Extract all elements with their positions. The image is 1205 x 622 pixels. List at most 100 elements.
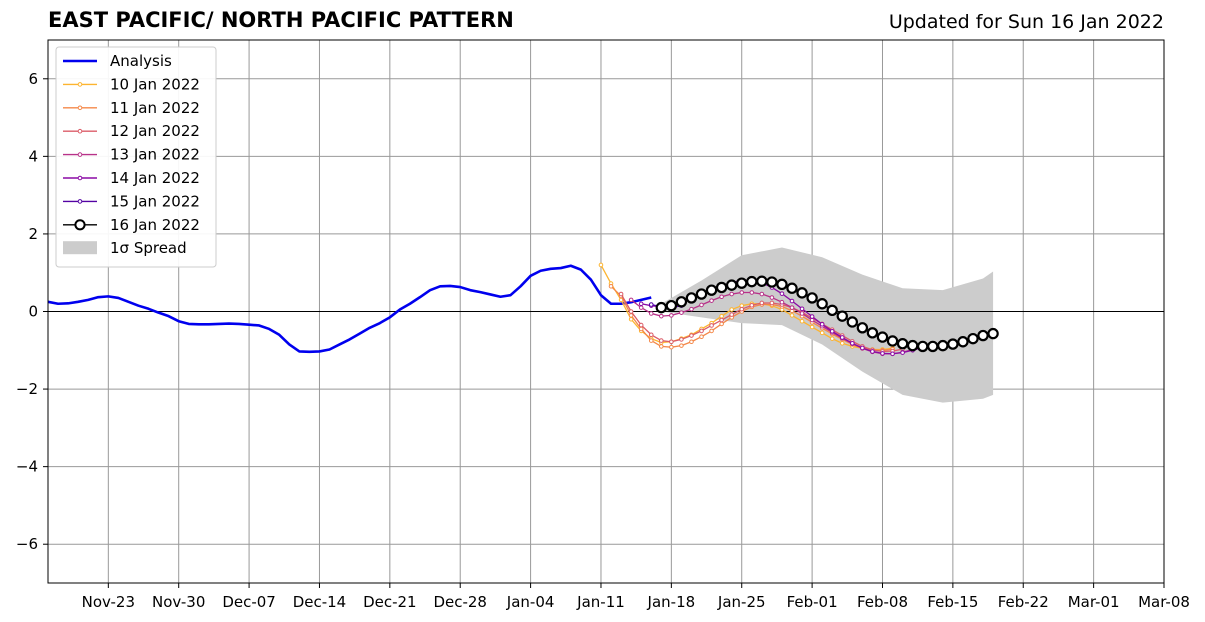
point-16-jan-2022 — [766, 276, 778, 288]
point-13-jan-2022 — [709, 298, 714, 303]
x-tick-label: Feb-15 — [927, 593, 978, 611]
point-16-jan-2022 — [876, 331, 889, 343]
legend-marker-15-jan-2022 — [77, 199, 83, 204]
x-tick-label: Nov-23 — [82, 593, 135, 611]
point-14-jan-2022 — [779, 291, 785, 296]
x-tick-label: Nov-30 — [152, 593, 205, 611]
point-16-jan-2022 — [816, 298, 828, 310]
point-14-jan-2022 — [809, 314, 815, 319]
point-12-jan-2022 — [669, 339, 674, 345]
point-11-jan-2022 — [648, 338, 654, 343]
point-13-jan-2022 — [799, 311, 805, 316]
point-11-jan-2022 — [608, 283, 614, 289]
point-16-jan-2022 — [826, 304, 838, 317]
y-tick-label: −6 — [16, 535, 38, 553]
point-16-jan-2022 — [655, 301, 667, 314]
point-13-jan-2022 — [729, 291, 734, 297]
point-11-jan-2022 — [699, 334, 704, 340]
point-14-jan-2022 — [900, 350, 905, 355]
x-tick-label: Dec-14 — [293, 593, 347, 611]
legend-marker-13-jan-2022 — [77, 152, 83, 157]
point-15-jan-2022 — [648, 302, 654, 307]
point-16-jan-2022 — [756, 275, 768, 287]
tick-layer: Nov-23 Nov-30 Dec-07 Dec-14 Dec-21 Dec-28 Jan-… — [16, 70, 1190, 611]
point-10-jan-2022 — [719, 313, 724, 319]
point-16-jan-2022 — [947, 338, 959, 350]
point-11-jan-2022 — [719, 321, 724, 327]
point-12-jan-2022 — [739, 306, 745, 312]
point-16-jan-2022 — [957, 336, 969, 348]
point-16-jan-2022 — [896, 337, 909, 350]
point-12-jan-2022 — [679, 337, 684, 342]
x-tick-label: Mar-08 — [1138, 593, 1190, 611]
x-tick-label: Mar-01 — [1068, 593, 1120, 611]
point-12-jan-2022 — [648, 332, 654, 338]
point-16-jan-2022 — [836, 310, 848, 322]
point-16-jan-2022 — [736, 277, 748, 289]
point-12-jan-2022 — [719, 317, 724, 323]
point-16-jan-2022 — [906, 339, 919, 352]
point-14-jan-2022 — [860, 345, 865, 351]
point-11-jan-2022 — [669, 344, 674, 350]
point-11-jan-2022 — [679, 343, 684, 348]
point-10-jan-2022 — [839, 341, 845, 346]
point-14-jan-2022 — [819, 321, 825, 327]
point-16-jan-2022 — [796, 287, 808, 299]
point-16-jan-2022 — [715, 281, 728, 294]
chart-title: EAST PACIFIC/ NORTH PACIFIC PATTERN — [48, 8, 514, 32]
legend-label-12-jan-2022: 12 Jan 2022 — [110, 122, 200, 140]
point-16-jan-2022 — [917, 340, 929, 353]
point-16-jan-2022 — [927, 340, 939, 353]
point-14-jan-2022 — [839, 335, 845, 340]
point-16-jan-2022 — [725, 279, 738, 291]
point-12-jan-2022 — [709, 323, 714, 328]
point-13-jan-2022 — [789, 305, 795, 310]
legend-marker-16-jan-2022 — [74, 219, 86, 231]
point-11-jan-2022 — [638, 326, 644, 332]
point-11-jan-2022 — [658, 344, 664, 349]
point-12-jan-2022 — [749, 302, 755, 308]
point-16-jan-2022 — [685, 292, 698, 304]
point-16-jan-2022 — [866, 327, 879, 339]
point-12-jan-2022 — [699, 328, 704, 334]
x-tick-label: Dec-07 — [222, 593, 276, 611]
point-16-jan-2022 — [937, 339, 949, 352]
y-tick-label: 2 — [28, 225, 38, 243]
y-tick-label: 6 — [28, 70, 38, 88]
point-12-jan-2022 — [618, 291, 624, 297]
point-13-jan-2022 — [719, 294, 724, 300]
point-16-jan-2022 — [675, 296, 688, 308]
x-tick-label: Jan-11 — [576, 593, 625, 611]
point-14-jan-2022 — [789, 298, 795, 304]
legend-marker-14-jan-2022 — [77, 175, 83, 181]
point-10-jan-2022 — [799, 318, 805, 324]
point-12-jan-2022 — [689, 333, 694, 338]
point-10-jan-2022 — [729, 307, 734, 312]
point-14-jan-2022 — [799, 306, 805, 312]
point-16-jan-2022 — [987, 327, 999, 340]
x-tick-label: Jan-18 — [647, 593, 696, 611]
point-12-jan-2022 — [658, 338, 664, 343]
legend-label-13-jan-2022: 13 Jan 2022 — [110, 146, 200, 164]
point-13-jan-2022 — [638, 305, 644, 310]
point-12-jan-2022 — [638, 322, 644, 328]
point-16-jan-2022 — [967, 332, 979, 345]
point-13-jan-2022 — [739, 290, 745, 295]
point-13-jan-2022 — [769, 295, 775, 300]
point-13-jan-2022 — [679, 310, 684, 315]
point-10-jan-2022 — [809, 324, 815, 330]
point-13-jan-2022 — [628, 297, 634, 303]
legend-marker-11-jan-2022 — [77, 105, 83, 111]
point-11-jan-2022 — [689, 339, 694, 345]
legend-label-analysis: Analysis — [110, 52, 172, 70]
point-13-jan-2022 — [689, 306, 694, 312]
legend-label-14-jan-2022: 14 Jan 2022 — [110, 169, 200, 187]
legend: Analysis 10 Jan 2022 11 Jan 2022 12 Jan 202… — [55, 46, 217, 268]
point-14-jan-2022 — [638, 301, 644, 307]
legend-label-11-jan-2022: 11 Jan 2022 — [110, 99, 200, 117]
x-tick-label: Dec-28 — [433, 593, 487, 611]
point-16-jan-2022 — [846, 316, 859, 328]
x-tick-label: Feb-01 — [787, 593, 838, 611]
x-tick-label: Jan-04 — [506, 593, 555, 611]
